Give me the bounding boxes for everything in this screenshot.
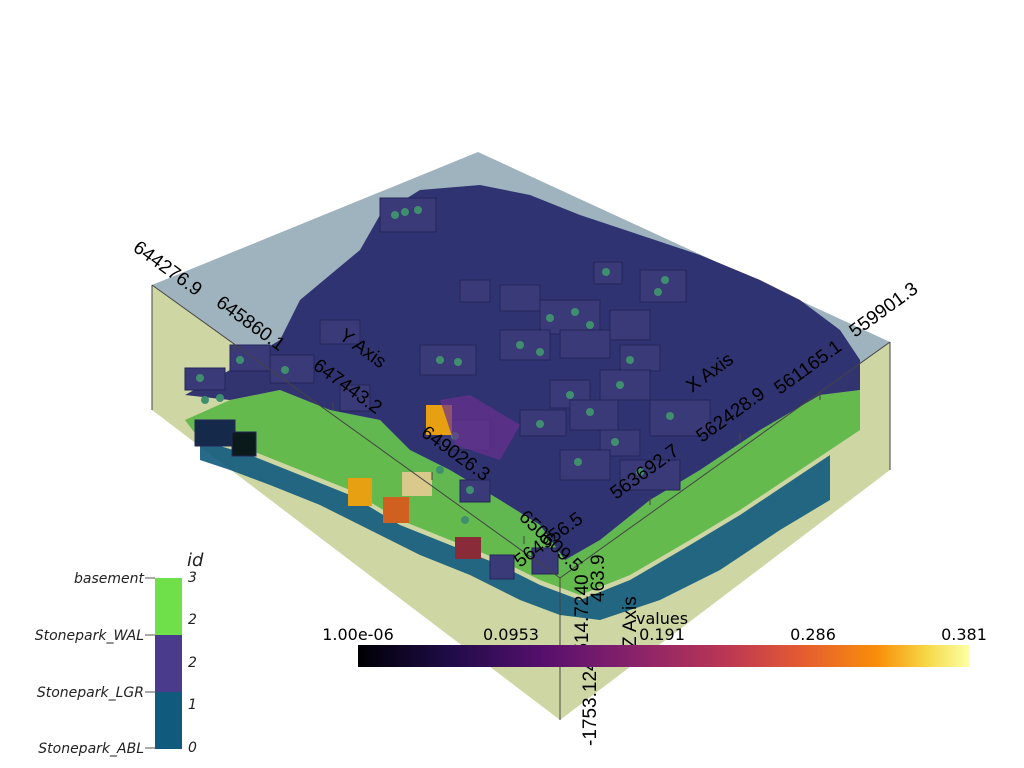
z-axis-title: Z Axis bbox=[620, 596, 641, 648]
id-formation-wal: Stonepark_WAL bbox=[35, 628, 144, 644]
id-legend-swatch-wal bbox=[155, 635, 182, 692]
values-colorbar-gradient bbox=[358, 645, 969, 667]
values-tick-0: 1.00e-06 bbox=[322, 625, 394, 644]
z-tick-2: -1753.1249 bbox=[580, 650, 601, 746]
id-legend-title: id bbox=[187, 550, 204, 571]
formation-surface bbox=[185, 185, 860, 560]
stonepark-layer bbox=[200, 440, 830, 620]
z-tick-0: 463.9 bbox=[588, 554, 609, 602]
basement-layer bbox=[185, 390, 860, 595]
x-tick-0: 559901.3 bbox=[846, 278, 922, 342]
id-value-1: 1 bbox=[188, 697, 197, 713]
id-value-0: 0 bbox=[188, 740, 197, 756]
z-tick-1: -514.7240 bbox=[572, 574, 593, 660]
values-tick-2: 0.191 bbox=[639, 625, 685, 644]
values-colorbar: values 1.00e-06 0.0953 0.191 0.286 0.381 bbox=[322, 609, 987, 667]
value-markers bbox=[348, 395, 520, 559]
id-legend-swatch-lgr bbox=[155, 692, 182, 749]
id-legend-swatch-basement bbox=[155, 578, 182, 635]
id-value-3: 3 bbox=[188, 570, 197, 586]
values-tick-3: 0.286 bbox=[790, 625, 836, 644]
values-tick-1: 0.0953 bbox=[483, 625, 539, 644]
orientation-dots bbox=[196, 206, 674, 524]
id-formation-lgr: Stonepark_LGR bbox=[37, 685, 144, 701]
id-value-2b: 2 bbox=[188, 655, 197, 671]
axis-ticks bbox=[233, 344, 821, 544]
values-colorbar-title: values bbox=[636, 609, 688, 628]
id-formation-abl: Stonepark_ABL bbox=[38, 741, 144, 757]
id-formation-basement: basement bbox=[74, 571, 144, 587]
id-value-2a: 2 bbox=[188, 612, 197, 628]
bounding-box-edges bbox=[151, 284, 891, 720]
id-legend: id basement Stonepark_WAL Stonepark_LGR … bbox=[35, 550, 204, 757]
values-tick-4: 0.381 bbox=[941, 625, 987, 644]
